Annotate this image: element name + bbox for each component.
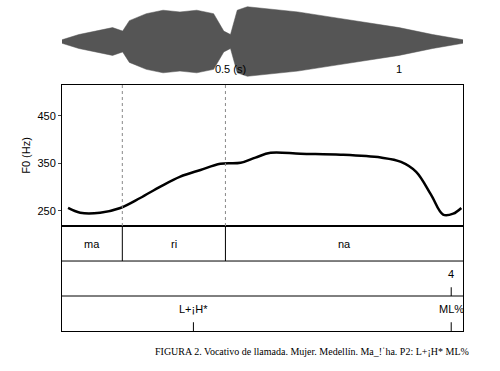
- svg-text:ri: ri: [171, 238, 177, 250]
- svg-text:350: 350: [37, 157, 55, 169]
- svg-text:L+¡H*: L+¡H*: [179, 303, 208, 315]
- svg-text:250: 250: [37, 205, 55, 217]
- svg-text:450: 450: [37, 110, 55, 122]
- svg-text:na: na: [338, 238, 351, 250]
- svg-text:0.5 (s): 0.5 (s): [215, 63, 246, 75]
- svg-text:4: 4: [448, 268, 454, 280]
- svg-text:ML%: ML%: [439, 303, 464, 315]
- svg-text:ma: ma: [84, 238, 100, 250]
- svg-text:F0 (Hz): F0 (Hz): [20, 137, 32, 174]
- svg-text:FIGURA 2. Vocativo de llamada.: FIGURA 2. Vocativo de llamada. Mujer. Me…: [155, 346, 469, 357]
- svg-text:1: 1: [396, 63, 402, 75]
